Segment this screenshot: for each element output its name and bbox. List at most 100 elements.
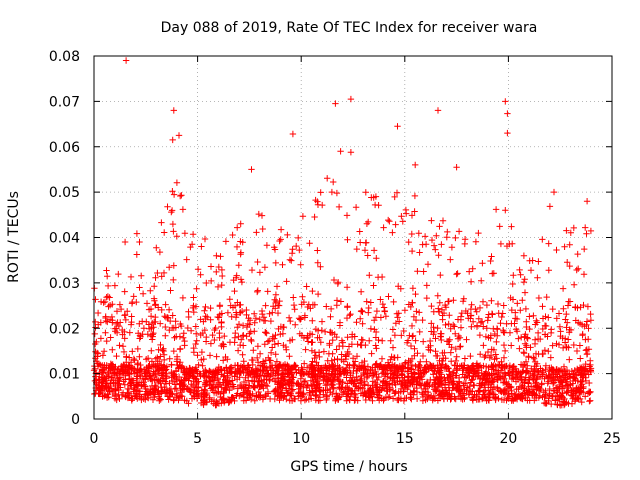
data-point (282, 385, 290, 392)
data-point (554, 389, 561, 396)
data-point (422, 396, 429, 404)
data-point (124, 394, 132, 402)
data-point (484, 348, 492, 356)
data-point (435, 305, 442, 312)
data-point (134, 345, 141, 353)
data-point (446, 379, 453, 386)
data-point (532, 380, 539, 387)
data-point (488, 379, 495, 386)
y-tick-label: 0.06 (49, 140, 80, 156)
data-point (473, 323, 481, 330)
data-point (457, 324, 465, 331)
data-point (558, 385, 566, 392)
data-point (436, 308, 443, 316)
data-point (378, 273, 386, 281)
data-point (138, 272, 145, 279)
data-point (191, 374, 199, 382)
data-point (208, 277, 215, 285)
data-point (546, 364, 553, 372)
data-point (136, 284, 143, 291)
data-point (349, 331, 356, 338)
data-point (161, 313, 168, 320)
data-point (523, 342, 530, 349)
data-point (504, 129, 511, 137)
data-point (105, 393, 112, 401)
data-point (217, 253, 224, 260)
data-point (359, 336, 366, 344)
data-point (452, 330, 459, 337)
data-point (535, 258, 542, 265)
data-point (419, 316, 426, 324)
data-point (359, 320, 366, 327)
data-point (116, 342, 123, 349)
data-point (509, 280, 516, 288)
data-point (169, 220, 177, 228)
data-point (156, 395, 163, 402)
data-point (246, 394, 253, 401)
data-point (396, 318, 403, 325)
data-point (429, 381, 436, 389)
data-point (514, 300, 521, 307)
data-point (476, 331, 484, 339)
data-point (565, 298, 572, 305)
data-point (363, 391, 370, 399)
data-point (338, 356, 345, 364)
data-point (192, 323, 199, 330)
data-point (317, 189, 324, 196)
data-point (565, 389, 572, 396)
data-point (150, 329, 157, 337)
data-point (570, 341, 577, 349)
data-point (173, 353, 181, 360)
data-point (357, 390, 365, 397)
data-point (314, 259, 321, 266)
data-point (578, 388, 585, 396)
data-point (126, 329, 133, 336)
data-point (505, 395, 512, 402)
data-point (512, 309, 519, 316)
data-point (172, 318, 179, 325)
data-point (357, 308, 365, 315)
data-point (564, 302, 572, 309)
data-point (263, 366, 271, 374)
data-point (474, 373, 482, 380)
data-point (186, 375, 193, 382)
data-point (433, 232, 440, 239)
data-point (300, 298, 308, 306)
data-point (390, 370, 398, 377)
data-point (239, 322, 247, 329)
data-point (513, 328, 521, 335)
data-point (274, 302, 282, 309)
data-point (530, 312, 537, 319)
data-point (158, 365, 165, 372)
data-point (534, 329, 542, 337)
data-point (207, 263, 215, 270)
data-point (300, 370, 308, 377)
data-point (463, 336, 470, 343)
data-point (181, 230, 189, 237)
data-point (317, 339, 324, 346)
data-point (437, 271, 444, 279)
data-point (452, 234, 459, 242)
data-point (160, 269, 168, 277)
data-point (336, 342, 343, 350)
data-point (103, 380, 111, 387)
data-point (308, 383, 315, 390)
data-point (411, 352, 418, 359)
chart-title: Day 088 of 2019, Rate Of TEC Index for r… (161, 20, 538, 36)
data-point (142, 383, 149, 390)
data-point (143, 300, 151, 307)
data-point (570, 390, 577, 398)
data-point (267, 317, 275, 325)
data-point (203, 333, 210, 341)
data-point (293, 380, 300, 387)
data-point (311, 349, 319, 356)
data-point (560, 305, 567, 312)
data-point (405, 238, 412, 246)
data-point (108, 374, 115, 381)
data-point (215, 314, 223, 321)
data-point (347, 388, 355, 395)
data-point (410, 313, 418, 320)
data-point (430, 328, 438, 336)
data-point (193, 285, 200, 292)
data-point (507, 384, 514, 391)
